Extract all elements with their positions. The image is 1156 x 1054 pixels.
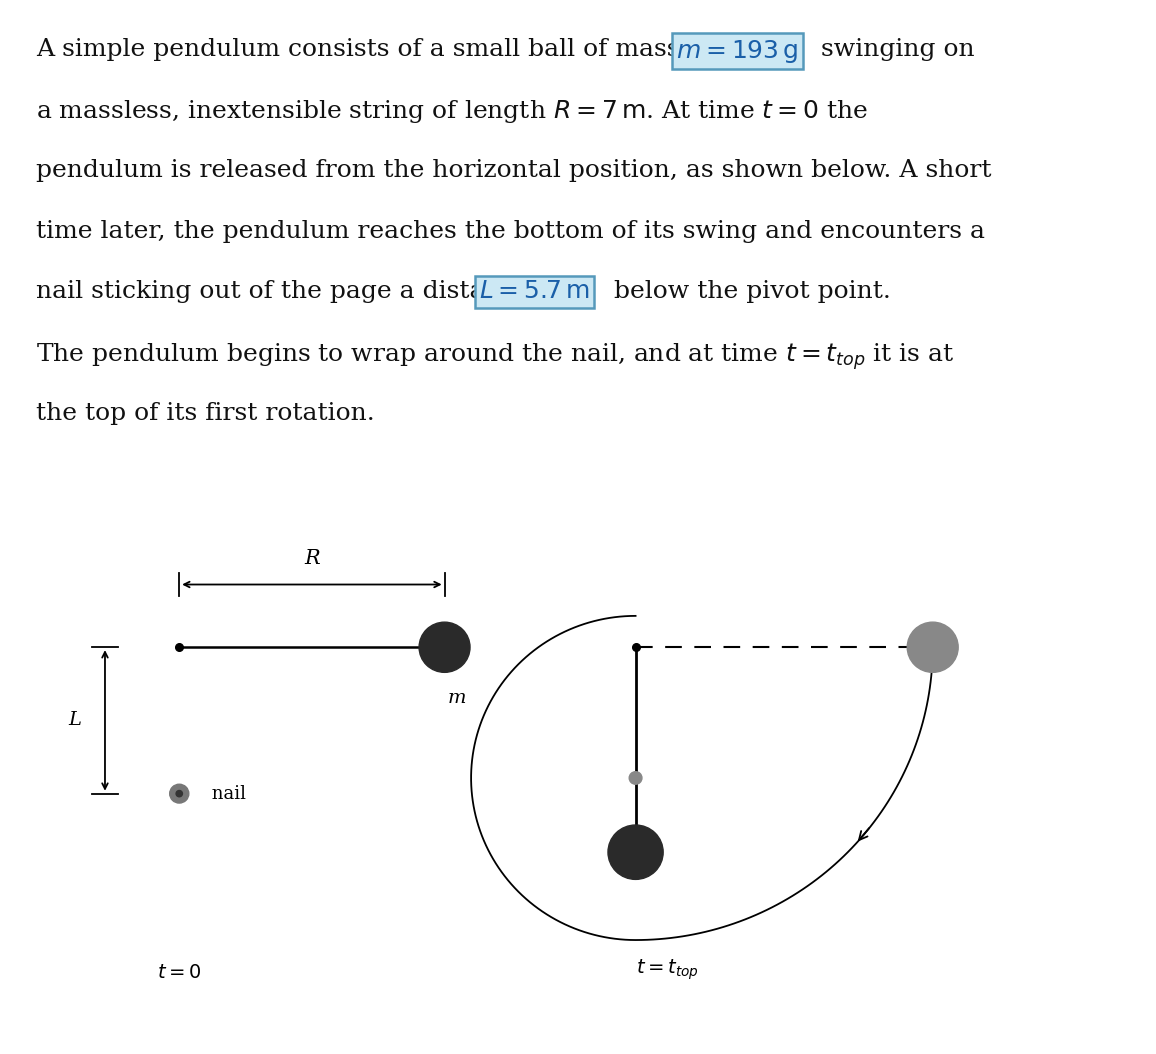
Circle shape — [176, 790, 183, 797]
Text: $t = t_{top}$: $t = t_{top}$ — [636, 957, 698, 982]
Text: R: R — [304, 549, 320, 568]
Text: a massless, inextensible string of length $R = 7\,\mathrm{m}$. At time $t = 0$ t: a massless, inextensible string of lengt… — [36, 98, 868, 125]
Circle shape — [907, 622, 958, 672]
Text: below the pivot point.: below the pivot point. — [606, 280, 891, 304]
Circle shape — [608, 825, 664, 879]
Text: A simple pendulum consists of a small ball of mass: A simple pendulum consists of a small ba… — [36, 38, 688, 61]
Circle shape — [629, 772, 642, 784]
Text: $L = 5.7\,\mathrm{m}$: $L = 5.7\,\mathrm{m}$ — [479, 280, 590, 304]
Text: nail: nail — [206, 784, 246, 803]
Text: L: L — [68, 711, 82, 729]
Text: the top of its first rotation.: the top of its first rotation. — [36, 402, 375, 425]
Text: The pendulum begins to wrap around the nail, and at time $t = t_{top}$ it is at: The pendulum begins to wrap around the n… — [36, 340, 955, 372]
Text: swinging on: swinging on — [813, 38, 975, 61]
Text: $t = 0$: $t = 0$ — [157, 963, 201, 982]
Text: pendulum is released from the horizontal position, as shown below. A short: pendulum is released from the horizontal… — [36, 159, 992, 182]
Text: nail sticking out of the page a distance: nail sticking out of the page a distance — [36, 280, 538, 304]
Circle shape — [420, 622, 470, 672]
Text: $m = 193\,\mathrm{g}$: $m = 193\,\mathrm{g}$ — [676, 38, 799, 64]
Text: time later, the pendulum reaches the bottom of its swing and encounters a: time later, the pendulum reaches the bot… — [36, 219, 985, 242]
Circle shape — [170, 784, 188, 803]
Text: m: m — [449, 689, 467, 707]
